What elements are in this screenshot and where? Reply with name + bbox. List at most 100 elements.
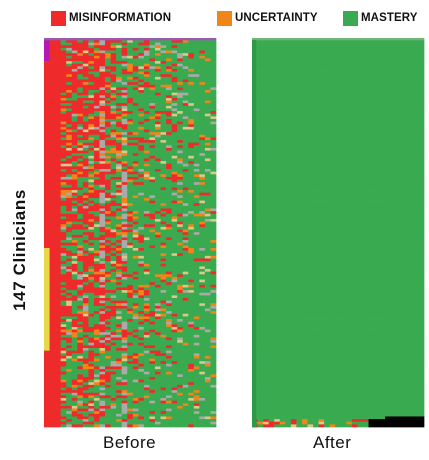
before-cell — [99, 271, 106, 275]
before-cell — [110, 337, 117, 341]
before-cell — [88, 216, 95, 220]
before-cell — [160, 411, 167, 415]
before-cell — [121, 163, 128, 167]
before-cell — [71, 363, 78, 367]
before-cell — [204, 421, 211, 425]
before-cell — [116, 342, 123, 346]
before-cell — [177, 300, 184, 304]
before-cell — [99, 358, 106, 362]
before-cell — [154, 408, 161, 412]
before-cell — [138, 166, 145, 170]
before-cell — [82, 105, 89, 109]
before-cell — [49, 176, 56, 180]
before-cell — [160, 226, 167, 230]
before-cell — [99, 137, 106, 141]
before-cell — [166, 319, 172, 323]
before-cell — [138, 224, 145, 228]
before-cell — [171, 68, 178, 72]
before-cell — [66, 266, 73, 270]
before-cell — [132, 332, 139, 336]
before-cell — [121, 105, 128, 109]
before-cell — [138, 147, 145, 151]
before-cell — [44, 274, 50, 278]
before-cell — [193, 242, 200, 246]
before-cell — [44, 205, 50, 209]
before-cell — [127, 276, 134, 280]
after-cell — [396, 50, 403, 54]
before-cell — [166, 192, 172, 196]
before-cell — [199, 140, 206, 144]
before-cell — [210, 358, 217, 362]
before-cell — [188, 124, 195, 128]
before-cell — [149, 208, 156, 212]
before-cell — [60, 395, 67, 399]
before-cell — [121, 274, 128, 278]
before-cell — [99, 176, 106, 180]
after-cell — [335, 58, 342, 62]
before-cell — [204, 416, 211, 420]
before-cell — [138, 274, 145, 278]
before-cell — [154, 366, 161, 370]
before-cell — [138, 184, 145, 188]
before-cell — [44, 45, 50, 49]
before-cell — [44, 369, 50, 373]
after-cell — [346, 45, 353, 49]
before-cell — [77, 221, 84, 225]
before-cell — [199, 271, 206, 275]
before-cell — [143, 161, 150, 165]
before-cell — [49, 353, 56, 357]
before-cell — [77, 190, 84, 194]
before-cell — [182, 387, 189, 391]
before-cell — [143, 47, 150, 51]
before-cell — [77, 345, 84, 349]
before-cell — [49, 382, 56, 386]
before-cell — [171, 205, 178, 209]
before-cell — [105, 190, 111, 194]
before-cell — [66, 134, 73, 138]
before-cell — [110, 68, 117, 72]
before-cell — [121, 384, 128, 388]
before-cell — [199, 392, 206, 396]
before-cell — [93, 158, 100, 162]
before-cell — [121, 348, 128, 351]
before-cell — [143, 326, 150, 330]
before-cell — [204, 137, 211, 141]
before-cell — [193, 355, 200, 359]
before-cell — [182, 258, 189, 262]
before-cell — [44, 190, 50, 194]
before-cell — [210, 190, 217, 194]
before-cell — [71, 421, 78, 425]
before-cell — [149, 313, 156, 317]
before-cell — [66, 300, 73, 304]
before-cell — [110, 184, 117, 188]
before-cell — [60, 419, 67, 423]
before-cell — [55, 308, 61, 312]
before-cell — [116, 58, 123, 62]
before-cell — [105, 229, 111, 233]
after-cell — [307, 66, 314, 70]
before-cell — [71, 155, 78, 159]
after-cell — [257, 68, 264, 72]
before-cell — [210, 287, 217, 291]
before-cell — [132, 261, 139, 265]
after-cell — [335, 66, 342, 70]
before-cell — [116, 92, 123, 96]
before-cell — [127, 224, 134, 228]
before-cell — [82, 163, 89, 167]
after-cell — [412, 66, 419, 70]
before-cell — [127, 184, 134, 188]
before-cell — [132, 50, 139, 54]
before-cell — [193, 82, 200, 86]
before-cell — [49, 319, 56, 323]
after-cell — [418, 55, 425, 59]
before-cell — [188, 95, 195, 99]
before-cell — [121, 261, 128, 265]
before-cell — [149, 205, 156, 209]
before-cell — [127, 247, 134, 251]
after-cell — [401, 58, 408, 62]
before-cell — [177, 158, 184, 162]
before-cell — [60, 113, 67, 117]
before-cell — [160, 216, 167, 220]
before-cell — [160, 305, 167, 309]
before-cell — [171, 79, 178, 83]
